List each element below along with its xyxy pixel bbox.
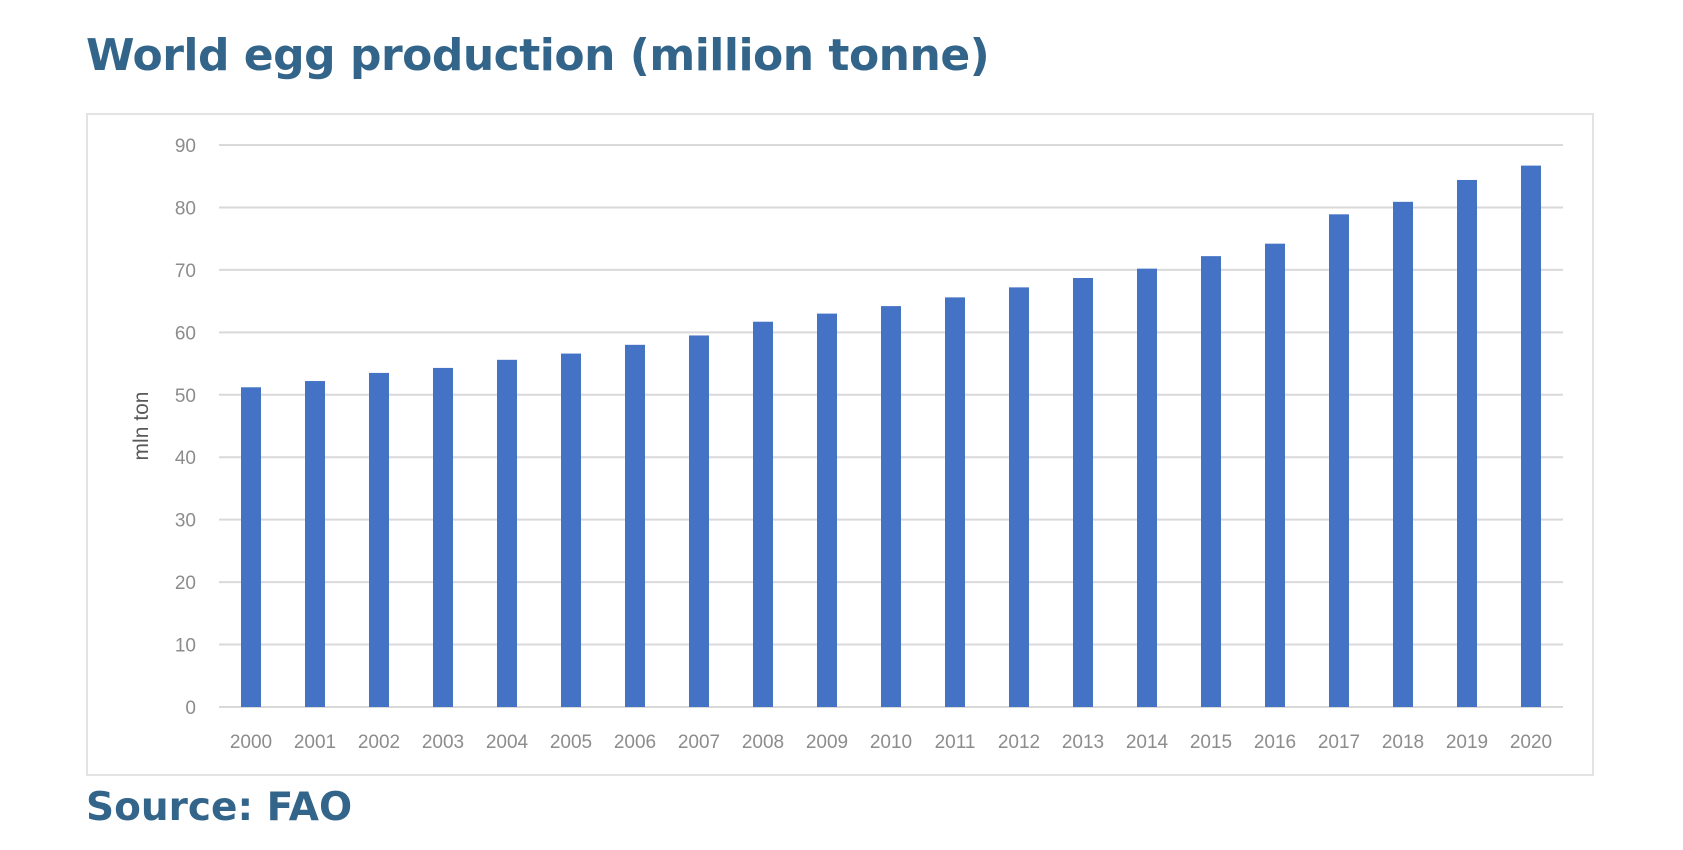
y-tick-label: 30: [175, 511, 196, 532]
bar-2016: [1265, 243, 1285, 707]
bar-2018: [1393, 201, 1413, 707]
bar-2000: [241, 387, 261, 707]
x-tick-label: 2006: [614, 732, 656, 753]
bar-2002: [369, 372, 389, 707]
bar-2012: [1009, 287, 1029, 707]
x-tick-label: 2004: [486, 732, 529, 753]
x-tick-label: 2019: [1446, 732, 1488, 753]
x-tick-label: 2011: [935, 732, 976, 753]
bar-2010: [881, 306, 901, 707]
chart-frame: [86, 113, 1594, 776]
y-tick-label: 20: [175, 573, 196, 594]
x-tick-label: 2005: [550, 732, 592, 753]
bar-2003: [433, 367, 453, 707]
bar-2014: [1137, 268, 1157, 707]
x-tick-label: 2012: [998, 732, 1040, 753]
x-tick-label: 2009: [806, 732, 848, 753]
bar-2019: [1457, 179, 1477, 708]
source-note: Source: FAO: [86, 785, 353, 830]
y-tick-label: 60: [175, 323, 196, 344]
x-tick-label: 2000: [230, 732, 272, 753]
bar-2004: [497, 359, 517, 707]
y-tick-label: 70: [175, 261, 196, 282]
x-tick-label: 2018: [1382, 732, 1424, 753]
y-tick-label: 0: [185, 698, 196, 719]
x-tick-label: 2016: [1254, 732, 1296, 753]
y-tick-label: 90: [175, 136, 196, 157]
y-tick-label: 10: [175, 636, 196, 657]
x-tick-label: 2001: [294, 732, 336, 753]
x-tick-label: 2017: [1318, 732, 1360, 753]
x-tick-label: 2014: [1126, 732, 1169, 753]
y-tick-label: 50: [175, 386, 196, 407]
x-tick-label: 2003: [422, 732, 464, 753]
y-tick-label: 80: [175, 198, 196, 219]
bar-2005: [561, 353, 581, 707]
bar-2011: [945, 297, 965, 707]
x-tick-label: 2002: [358, 732, 400, 753]
bar-2020: [1521, 165, 1541, 707]
x-tick-label: 2010: [870, 732, 912, 753]
chart-title: World egg production (million tonne): [86, 30, 990, 81]
bar-2001: [305, 381, 325, 707]
bar-2006: [625, 344, 645, 707]
x-tick-label: 2013: [1062, 732, 1104, 753]
x-tick-label: 2008: [742, 732, 784, 753]
x-tick-label: 2020: [1510, 732, 1552, 753]
bar-2013: [1073, 278, 1093, 707]
y-tick-label: 40: [175, 448, 196, 469]
bar-2008: [753, 321, 773, 707]
y-axis-label: mln ton: [130, 392, 153, 461]
bar-2017: [1329, 214, 1349, 707]
bar-2007: [689, 335, 709, 707]
bar-2015: [1201, 256, 1221, 707]
x-tick-label: 2015: [1190, 732, 1232, 753]
bar-2009: [817, 313, 837, 707]
x-tick-label: 2007: [678, 732, 720, 753]
